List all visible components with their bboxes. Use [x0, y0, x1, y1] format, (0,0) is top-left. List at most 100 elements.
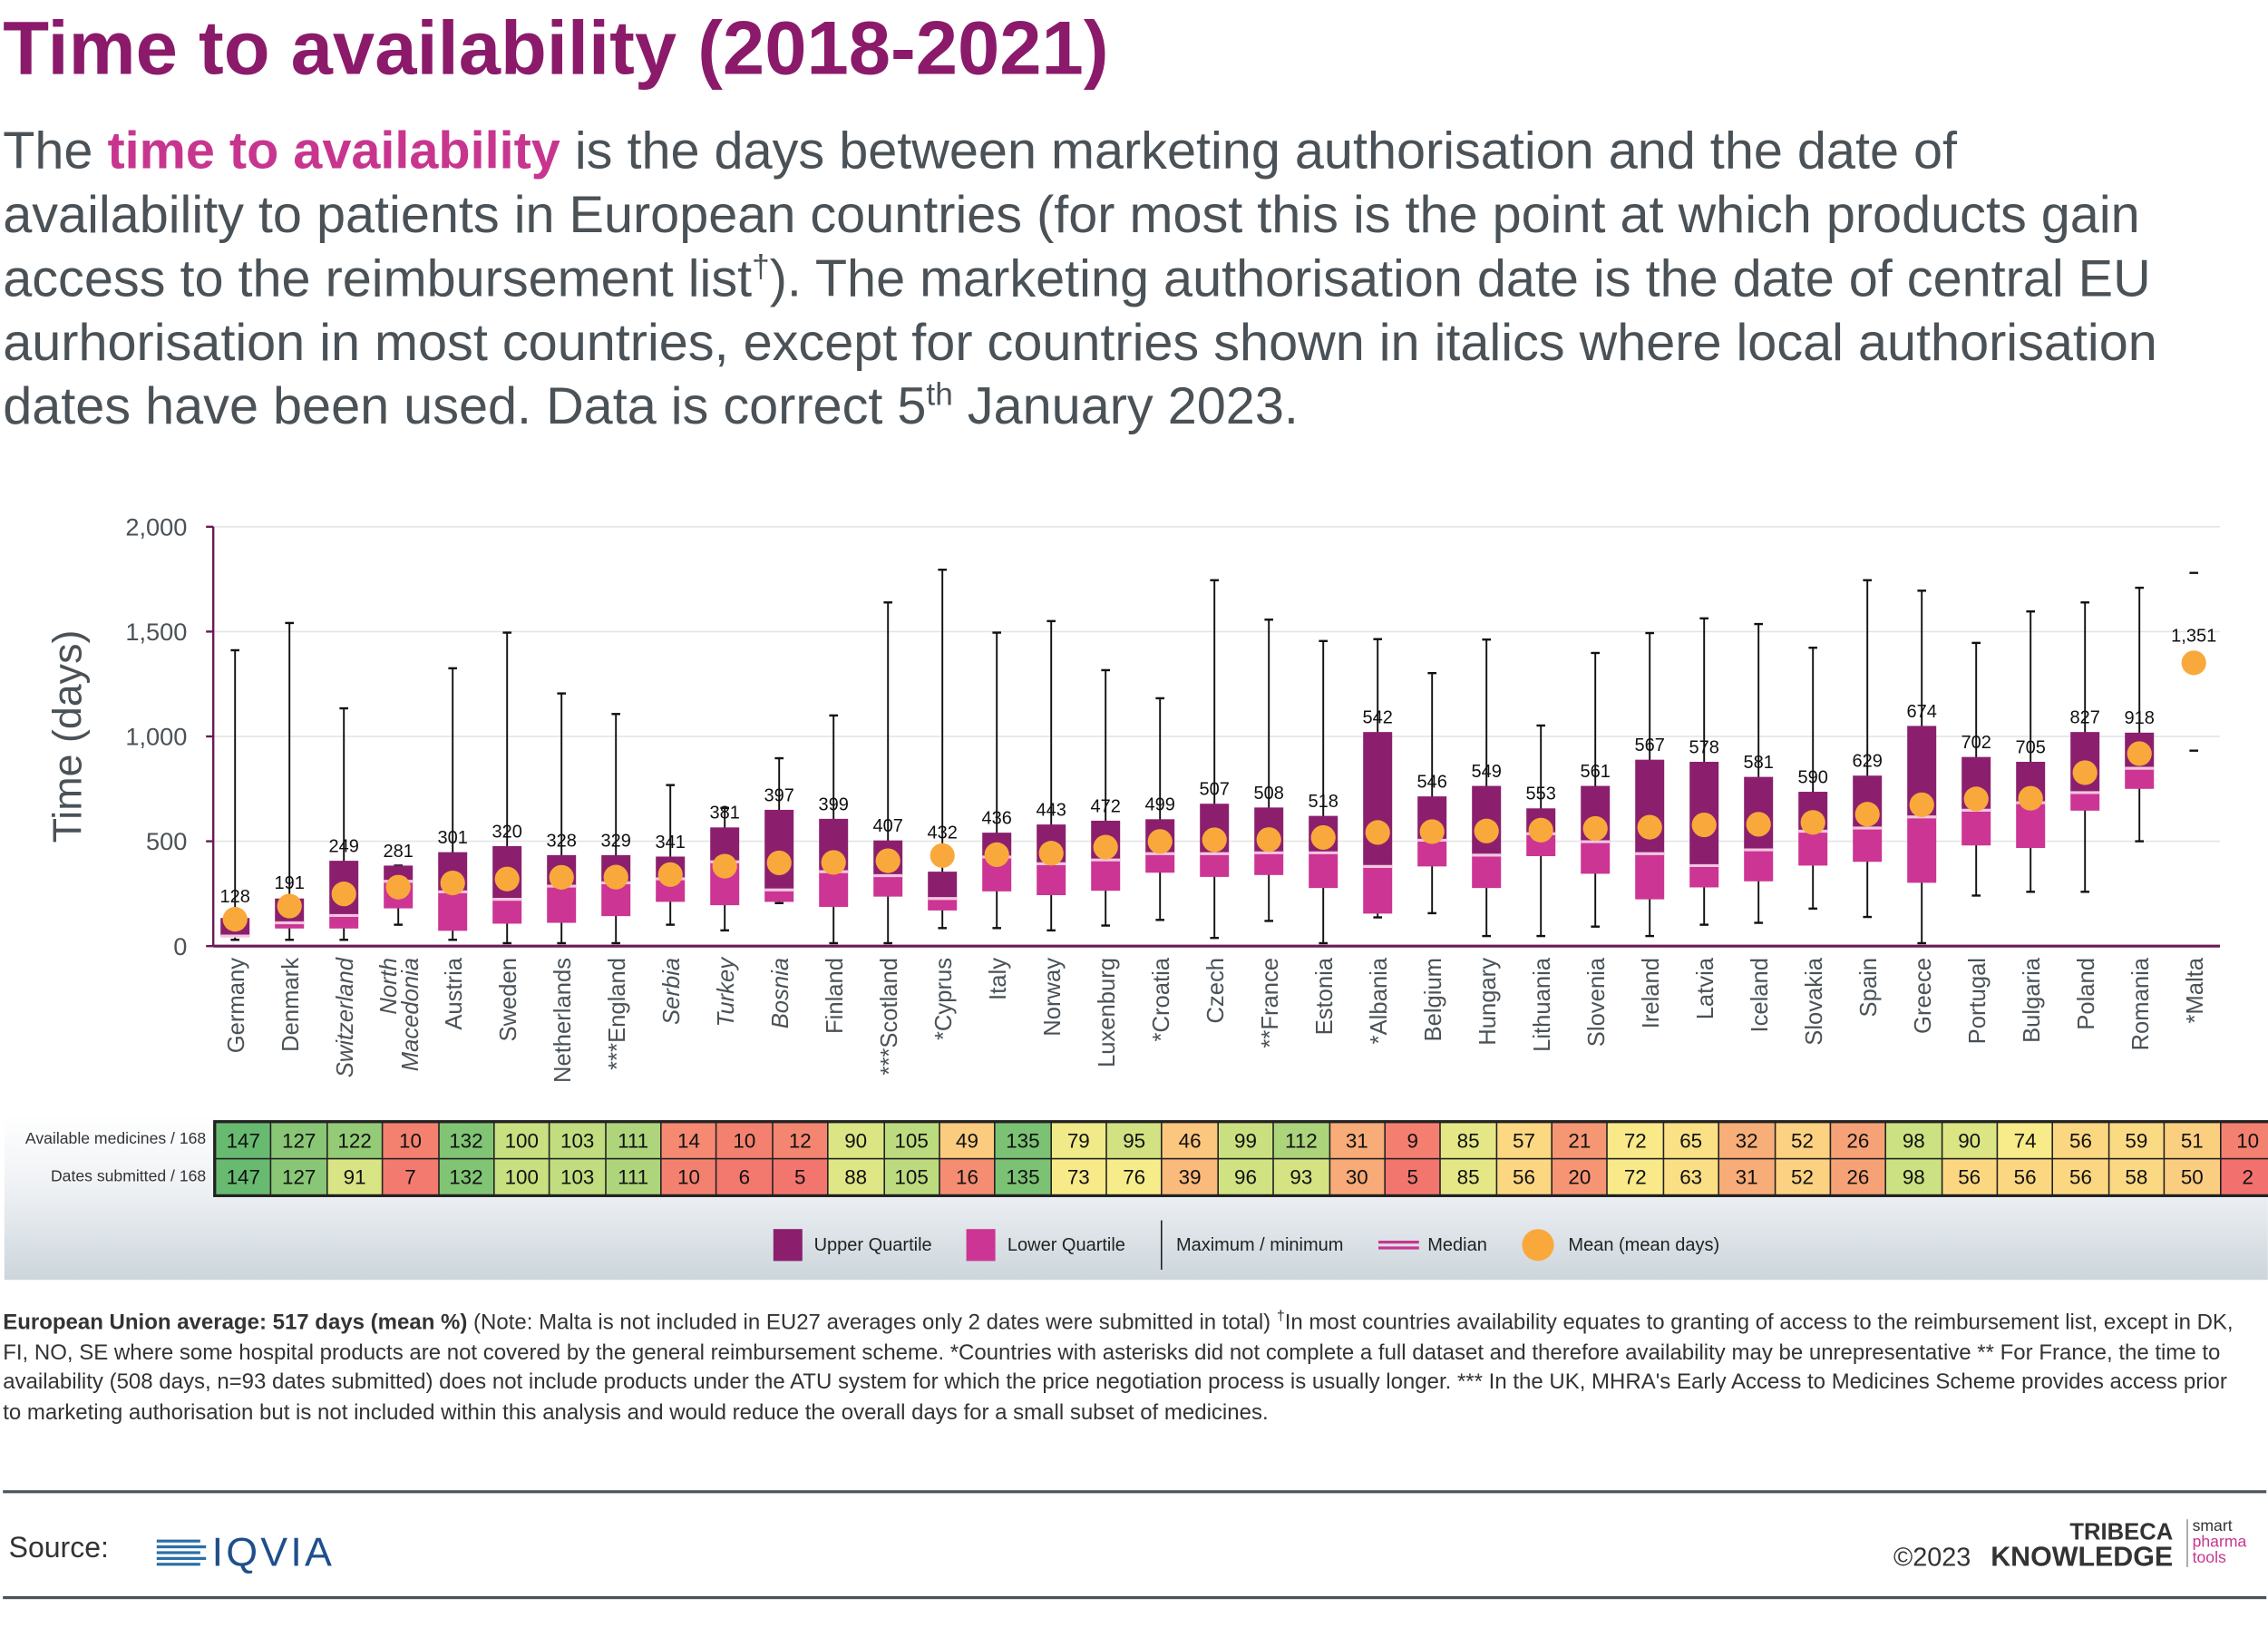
dates-submitted-cell: 76: [1106, 1159, 1162, 1194]
country-label: Macedonia: [398, 958, 423, 1071]
legend-upper: Upper Quartile: [773, 1229, 932, 1262]
mean-value-label: 249: [329, 837, 359, 857]
y-tick-label: 2,000: [125, 512, 187, 541]
country-label: North: [376, 958, 402, 1015]
mean-value-label: 578: [1689, 737, 1719, 757]
country-label: Belgium: [1421, 958, 1446, 1041]
lower-quartile-box: [1744, 850, 1774, 882]
available-medicines-cell: 51: [2165, 1123, 2220, 1158]
country-label: *Cyprus: [931, 958, 957, 1040]
legend: Upper Quartile Lower Quartile Maximum / …: [773, 1220, 1755, 1270]
country-label: **France: [1258, 958, 1283, 1048]
available-medicines-cell: 132: [439, 1123, 493, 1158]
country-label: Italy: [986, 958, 1011, 1000]
dates-submitted-cell: 85: [1441, 1159, 1495, 1194]
mean-value-label: 542: [1363, 708, 1393, 728]
available-medicines-cell: 65: [1663, 1123, 1718, 1158]
ordinal-suffix: th: [926, 375, 953, 413]
lower-quartile-box: [1200, 853, 1230, 877]
counts-table: 147 127 122 10 132 100 103 111 14 10 12 90 105 49 135 7…: [213, 1120, 2268, 1197]
available-medicines-cell: 85: [1441, 1123, 1495, 1158]
available-medicines-cell: 52: [1775, 1123, 1830, 1158]
country-label: ***England: [605, 958, 630, 1070]
intro-text: January 2023.: [952, 375, 1299, 435]
mean-value-label: 432: [928, 823, 958, 843]
dates-submitted-cell: 132: [439, 1159, 493, 1194]
mean-value-label: 329: [601, 831, 631, 851]
available-medicines-cell: 10: [383, 1123, 438, 1158]
dates-submitted-cell: 100: [494, 1159, 550, 1194]
dates-submitted-cell: 5: [773, 1159, 828, 1194]
mean-dot: [2072, 760, 2098, 785]
country-label: *Croatia: [1149, 957, 1174, 1041]
mean-dot: [1691, 812, 1717, 838]
lower-quartile-box: [492, 899, 522, 924]
lower-quartile-box: [1472, 854, 1502, 889]
available-medicines-cell: 122: [327, 1123, 382, 1158]
median-swatch: [1377, 1241, 1419, 1250]
iqvia-logo: IQVIA: [156, 1529, 336, 1575]
lower-quartile-box: [547, 886, 577, 923]
dagger-mark: †: [1276, 1309, 1285, 1325]
mean-value-label: 328: [547, 831, 577, 851]
available-medicines-cell: 49: [939, 1123, 995, 1158]
dates-submitted-cell: 20: [1553, 1159, 1607, 1194]
country-label: Germany: [224, 958, 249, 1053]
mean-dot: [222, 907, 248, 932]
mean-value-label: 1,351: [2171, 626, 2216, 646]
iqvia-wordmark: IQVIA: [211, 1529, 336, 1574]
mean-dot: [875, 848, 900, 873]
available-medicines-cell: 90: [1942, 1123, 1997, 1158]
legend-label: Mean (mean days): [1568, 1234, 1720, 1255]
country-label: Serbia: [659, 958, 685, 1025]
legend-maxmin: Maximum / minimum: [1160, 1220, 1343, 1270]
mean-dot: [603, 864, 628, 890]
available-medicines-cell: 79: [1051, 1123, 1106, 1158]
available-medicines-cell: 100: [494, 1123, 550, 1158]
dates-submitted-cell: 93: [1274, 1159, 1329, 1194]
legend-lower: Lower Quartile: [967, 1229, 1125, 1262]
dates-submitted-cell: 6: [717, 1159, 772, 1194]
brand-line: TRIBECA: [2069, 1520, 2174, 1545]
y-tick-label: 0: [173, 932, 187, 960]
lower-quartile-box: [1853, 828, 1883, 862]
mean-value-label: 397: [764, 785, 794, 805]
dates-submitted-cell: 91: [327, 1159, 382, 1194]
legend-median: Median: [1377, 1234, 1487, 1255]
iqvia-logo-bars: [156, 1539, 207, 1566]
mean-value-label: 827: [2070, 708, 2100, 728]
dates-submitted-cell: 10: [661, 1159, 716, 1194]
country-label: Spain: [1856, 958, 1882, 1017]
country-label: Czech: [1203, 958, 1229, 1024]
available-medicines-cell: 72: [1608, 1123, 1663, 1158]
mean-dot: [1963, 786, 1989, 812]
country-label: Romania: [2128, 957, 2154, 1050]
lower-quartile-box: [1961, 810, 1991, 846]
available-medicines-cell: 10: [717, 1123, 772, 1158]
mean-dot: [1528, 817, 1553, 843]
available-medicines-cell: 46: [1163, 1123, 1217, 1158]
mean-dot: [549, 864, 574, 890]
available-medicines-cell: 135: [996, 1123, 1050, 1158]
country-label: Latvia: [1693, 957, 1718, 1019]
mean-value-label: 553: [1526, 784, 1556, 804]
mean-value-label: 702: [1961, 733, 1991, 753]
dates-submitted-cell: 103: [550, 1159, 605, 1194]
dates-submitted-cell: 31: [1719, 1159, 1774, 1194]
mean-dot: [1474, 818, 1499, 843]
country-label: Luxenburg: [1095, 958, 1120, 1067]
footnote-text: In most countries availability equates t…: [3, 1310, 2234, 1425]
mean-dot: [1909, 792, 1934, 817]
lower-quartile-box: [1581, 842, 1611, 874]
dates-submitted-cell: 30: [1329, 1159, 1385, 1194]
row-label-submitted: Dates submitted / 168: [50, 1168, 207, 1186]
lower-quartile-box: [873, 875, 903, 897]
mean-value-label: 546: [1417, 773, 1447, 793]
mean-value-label: 191: [275, 873, 305, 893]
legend-label: Median: [1427, 1234, 1487, 1255]
dates-submitted-cell: 2: [2220, 1159, 2268, 1194]
lower-quartile-box: [438, 892, 468, 931]
brand-line: KNOWLEDGE: [1991, 1542, 2174, 1574]
available-medicines-cell: 99: [1218, 1123, 1273, 1158]
